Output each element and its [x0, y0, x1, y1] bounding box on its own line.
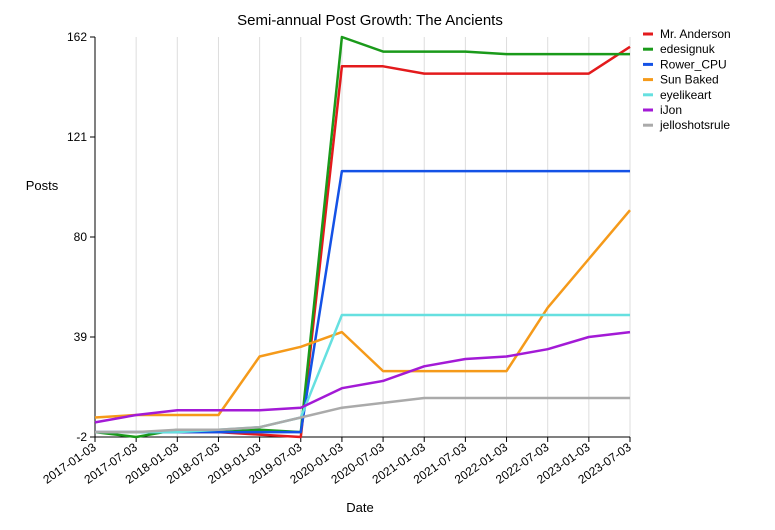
- legend-label: Rower_CPU: [660, 57, 727, 71]
- y-tick-label: -2: [76, 430, 87, 444]
- chart-title: Semi-annual Post Growth: The Ancients: [237, 12, 503, 29]
- x-axis-label: Date: [346, 500, 373, 515]
- y-tick-label: 162: [67, 30, 87, 44]
- legend-label: Sun Baked: [660, 73, 719, 87]
- series-line-jelloshotsrule: [95, 396, 630, 434]
- y-tick-label: 121: [67, 130, 87, 144]
- series-line-eyelikeart: [95, 313, 630, 434]
- legend-label: edesignuk: [660, 42, 716, 56]
- series-line-edesignuk: [94, 35, 630, 439]
- axes: [90, 36, 631, 442]
- legend-label: Mr. Anderson: [660, 27, 731, 41]
- series-line-ijon: [94, 330, 631, 424]
- legend-label: jelloshotsrule: [659, 118, 730, 132]
- y-axis-label: Posts: [26, 178, 59, 193]
- legend-label: iJon: [660, 103, 682, 117]
- series-line-rower-cpu: [95, 169, 630, 434]
- y-tick-label: 80: [74, 230, 88, 244]
- series-line-sun-baked: [94, 209, 631, 419]
- y-tick-label: 39: [74, 330, 88, 344]
- series-lines: [94, 35, 631, 439]
- legend-label: eyelikeart: [660, 88, 712, 102]
- gridlines: [94, 37, 631, 437]
- series-line-mr-anderson: [95, 45, 631, 439]
